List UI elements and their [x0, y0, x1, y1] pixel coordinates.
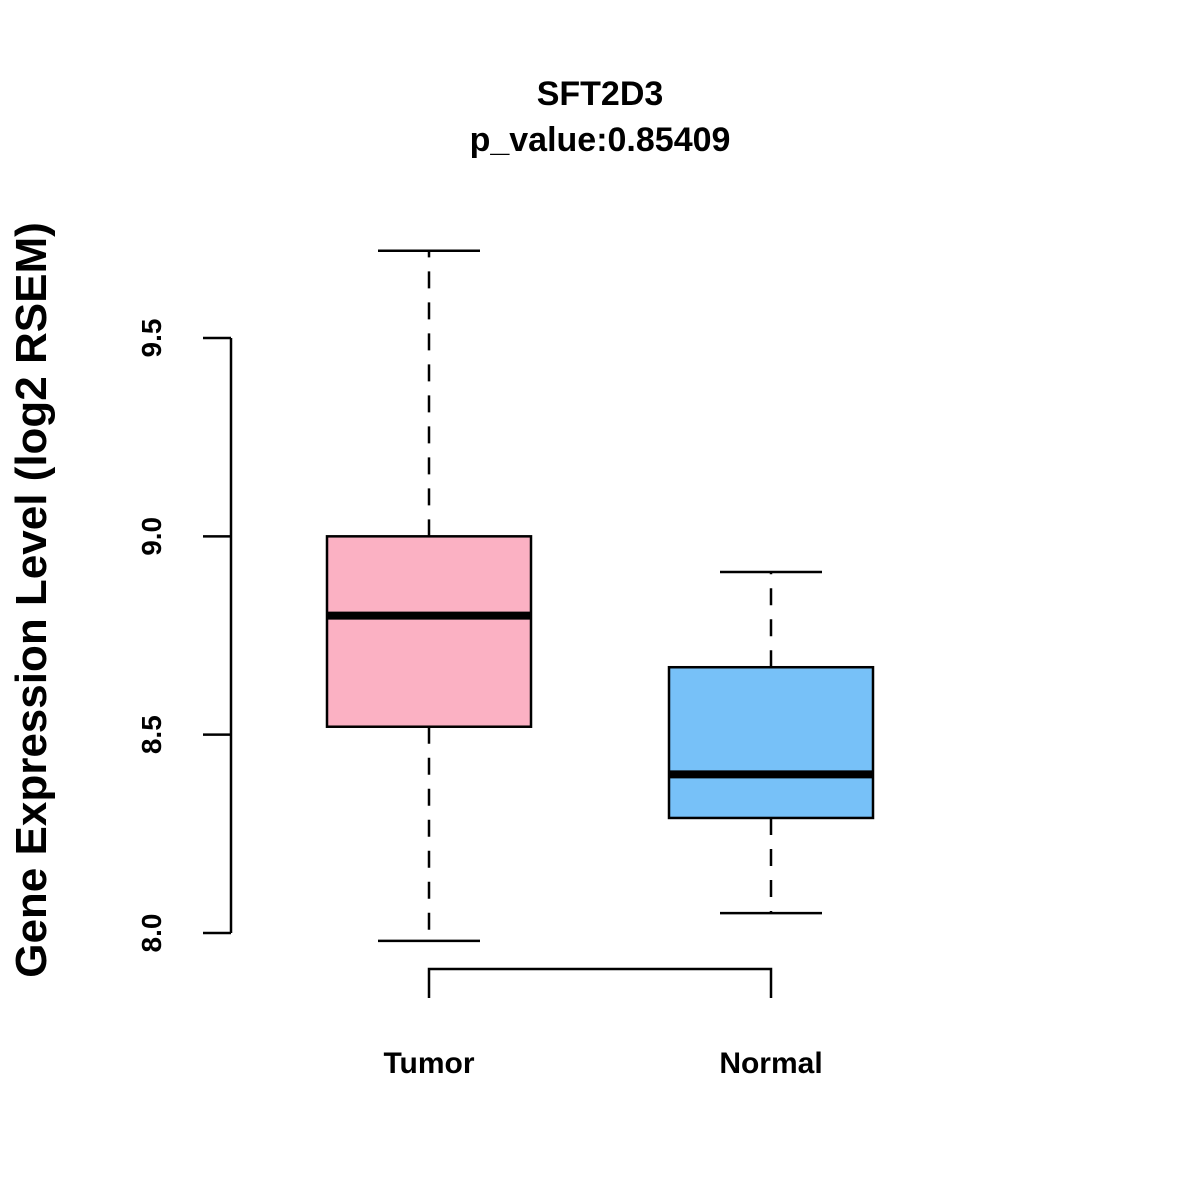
y-axis-label: Gene Expression Level (log2 RSEM) [7, 222, 56, 978]
box-tumor [325, 249, 533, 943]
comparison-bracket [427, 967, 773, 998]
bracket-line [427, 967, 773, 998]
box-normal [667, 570, 875, 915]
box-body [325, 535, 533, 728]
y-tick-label: 8.0 [136, 914, 167, 953]
box-body [667, 665, 875, 820]
chart-subtitle: p_value:0.85409 [470, 121, 731, 159]
chart-title: SFT2D3 [537, 75, 664, 113]
boxes-layer [325, 249, 875, 943]
y-tick-label: 9.5 [136, 319, 167, 358]
y-tick-label: 8.5 [136, 715, 167, 754]
y-axis: 8.0 8.5 9.0 9.5 [136, 319, 233, 953]
y-tick-label: 9.0 [136, 517, 167, 556]
x-category-label: Tumor [383, 1047, 474, 1080]
x-category-label: Normal [719, 1047, 822, 1080]
x-axis-labels: Tumor Normal [383, 1047, 822, 1080]
